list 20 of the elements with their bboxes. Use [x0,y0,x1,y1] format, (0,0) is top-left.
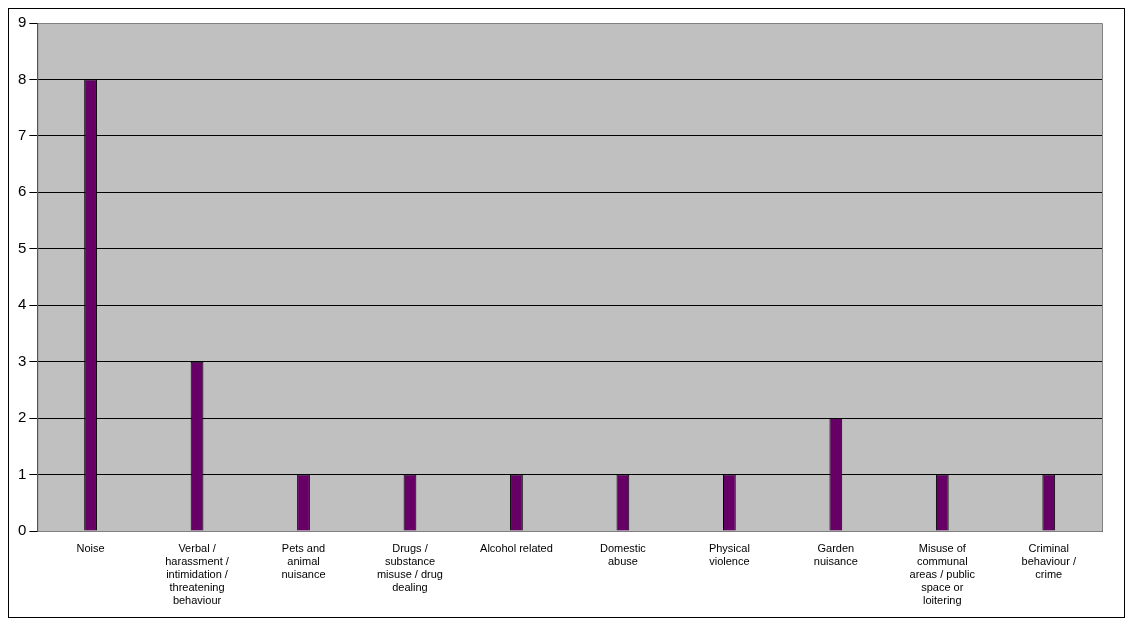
x-tick-label: Noise [76,541,105,554]
y-tick-label: 3 [18,351,27,369]
y-tick-label: 9 [18,13,27,31]
x-tick-label: Misuse of communal areas / public space or loitering [909,541,976,607]
x-tick-label: Alcohol related [480,541,553,554]
y-tick-label: 7 [18,126,27,144]
y-tick-label: 2 [18,408,27,426]
x-tick-label: Garden nuisance [813,541,858,567]
y-tick-label: 0 [18,521,27,539]
x-tick-label: Drugs / substance misuse / drug dealing [376,541,443,594]
x-tick-label: Criminal behaviour / crime [1021,541,1077,581]
y-tick-label: 5 [18,238,27,256]
y-tick-label: 6 [18,182,27,200]
y-tick-label: 1 [18,464,27,482]
x-tick-label: Domestic abuse [599,541,647,567]
x-tick-label: Verbal / harassment / intimidation / threatening behaviour [165,541,230,607]
x-tick-label: Physical violence [708,541,750,567]
x-tick-label: Pets and animal nuisance [281,541,326,581]
y-tick-label: 8 [18,69,27,87]
y-tick-label: 4 [18,295,27,313]
